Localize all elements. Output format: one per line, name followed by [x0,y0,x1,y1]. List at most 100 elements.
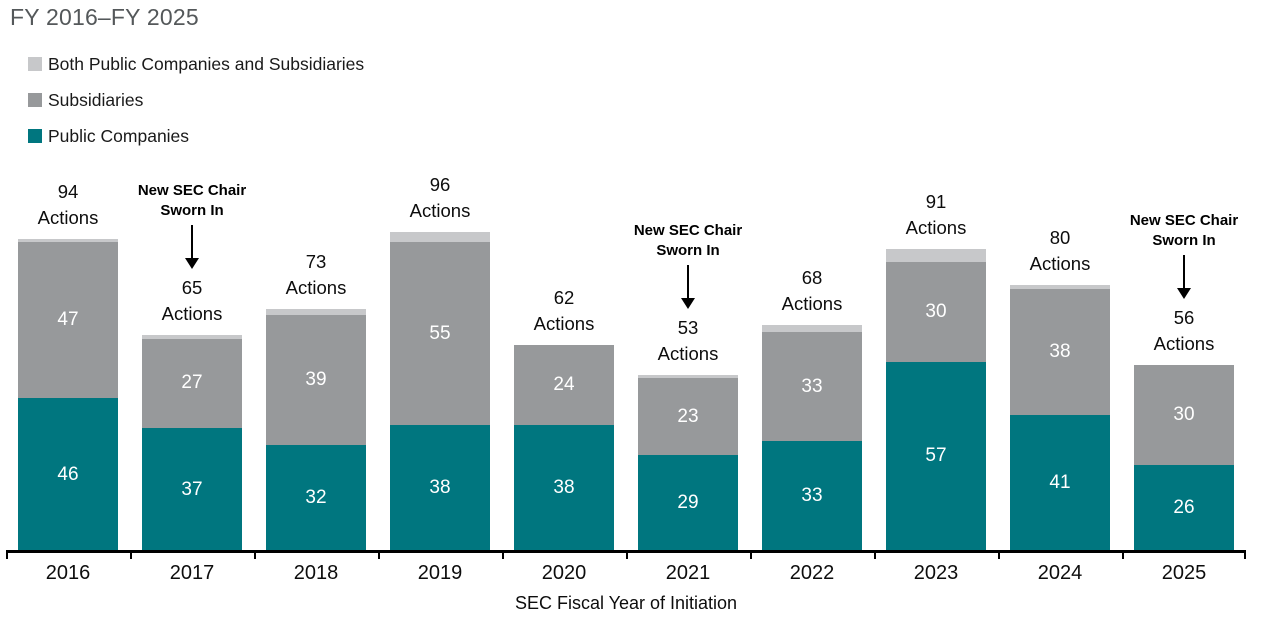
x-tick-label: 2021 [665,562,711,584]
x-axis-tick [6,550,8,559]
bar-segment-subsidiaries: 55 [390,242,490,425]
x-axis-tick [1122,550,1124,559]
legend-swatch-icon [28,93,42,107]
segment-value-label: 33 [801,485,823,507]
bar-segment-both-public-companies-and-subsidiaries [266,308,366,316]
x-tick-label: 2016 [45,562,91,584]
annotation-text: New SEC Chair Sworn In [1129,212,1239,250]
bar-segment-subsidiaries: 39 [266,315,366,445]
bar-segment-public-companies: 38 [514,424,614,551]
bar-total-label: 96 Actions [409,174,471,222]
x-tick-label: 2020 [541,562,587,584]
legend-item: Subsidiaries [28,82,364,118]
legend-swatch-icon [28,129,42,143]
segment-value-label: 46 [57,463,79,485]
annotation-arrow-head-icon [1177,288,1191,300]
bar-total-label: 56 Actions [1153,307,1215,355]
segment-value-label: 38 [553,476,575,498]
bar-segment-subsidiaries: 23 [638,378,738,455]
x-axis-tick [254,550,256,559]
bar-segment-both-public-companies-and-subsidiaries [638,375,738,379]
bar-total-label: 62 Actions [533,287,595,335]
legend-label: Subsidiaries [48,89,144,110]
segment-value-label: 30 [1173,403,1195,425]
annotation-text: New SEC Chair Sworn In [633,222,743,260]
bar-segment-public-companies: 41 [1010,414,1110,551]
bar-segment-subsidiaries: 33 [762,331,862,442]
x-axis-title: SEC Fiscal Year of Initiation [514,593,738,613]
annotation-arrow-head-icon [681,298,695,310]
segment-value-label: 32 [305,486,327,508]
bar-segment-public-companies: 37 [142,428,242,551]
bar-total-label: 94 Actions [37,180,99,228]
legend-label: Public Companies [48,125,190,146]
bar-segment-both-public-companies-and-subsidiaries [1010,285,1110,289]
bar-segment-public-companies: 46 [18,398,118,551]
segment-value-label: 26 [1173,496,1195,518]
bar-segment-subsidiaries: 47 [18,242,118,399]
x-axis-tick [750,550,752,559]
legend-item: Both Public Companies and Subsidiaries [28,46,364,82]
legend-label: Both Public Companies and Subsidiaries [48,53,365,74]
segment-value-label: 29 [677,491,699,513]
bar-segment-subsidiaries: 27 [142,338,242,429]
annotation-arrow-head-icon [185,258,199,270]
segment-value-label: 23 [677,405,699,427]
x-axis-tick [378,550,380,559]
segment-value-label: 39 [305,369,327,390]
bar-segment-public-companies: 33 [762,441,862,551]
bar-segment-subsidiaries: 30 [886,262,986,362]
bar-segment-subsidiaries: 38 [1010,288,1110,415]
legend-item: Public Companies [28,118,364,154]
segment-value-label: 55 [429,322,451,344]
bar-total-label: 91 Actions [905,190,967,238]
x-axis-tick [502,550,504,559]
annotation-text: New SEC Chair Sworn In [137,182,247,220]
bar-segment-public-companies: 32 [266,444,366,551]
segment-value-label: 37 [181,478,203,500]
bar-segment-both-public-companies-and-subsidiaries [762,325,862,332]
x-axis-tick [130,550,132,559]
segment-value-label: 38 [429,476,451,498]
x-tick-label: 2018 [293,562,339,584]
chart-legend: Both Public Companies and Subsidiaries Su… [28,46,364,154]
bar-segment-subsidiaries: 24 [514,345,614,425]
x-tick-label: 2019 [417,562,463,584]
bar-segment-both-public-companies-and-subsidiaries [390,232,490,243]
bar-segment-public-companies: 29 [638,454,738,551]
bar-total-label: 80 Actions [1029,227,1091,275]
x-tick-label: 2024 [1037,562,1083,584]
annotation-arrow-line [687,265,689,300]
bar-segment-subsidiaries: 30 [1134,365,1234,465]
bar-segment-public-companies: 38 [390,424,490,551]
x-tick-label: 2023 [913,562,959,584]
chart-title: FY 2016–FY 2025 [10,4,199,30]
legend-swatch-icon [28,57,42,71]
bar-segment-public-companies: 26 [1134,464,1234,551]
x-axis-tick [1244,550,1246,559]
segment-value-label: 27 [181,372,203,394]
segment-value-label: 38 [1049,340,1071,362]
bar-total-label: 65 Actions [161,277,223,325]
segment-value-label: 24 [553,373,575,395]
x-tick-label: 2022 [789,562,835,584]
bar-segment-public-companies: 57 [886,361,986,551]
annotation-arrow-line [1183,255,1185,290]
x-tick-label: 2017 [169,562,215,584]
segment-value-label: 30 [925,300,947,322]
bar-total-label: 68 Actions [781,267,843,315]
bar-total-label: 73 Actions [285,250,347,298]
x-axis-tick [998,550,1000,559]
segment-value-label: 47 [57,309,79,331]
annotation-arrow-line [191,225,193,260]
bar-segment-both-public-companies-and-subsidiaries [142,335,242,339]
segment-value-label: 41 [1049,471,1071,493]
bar-segment-both-public-companies-and-subsidiaries [18,238,118,243]
x-axis-tick [626,550,628,559]
bar-total-label: 53 Actions [657,317,719,365]
segment-value-label: 57 [925,445,947,467]
x-axis-tick [874,550,876,559]
x-tick-label: 2025 [1161,562,1207,584]
segment-value-label: 33 [801,375,823,397]
